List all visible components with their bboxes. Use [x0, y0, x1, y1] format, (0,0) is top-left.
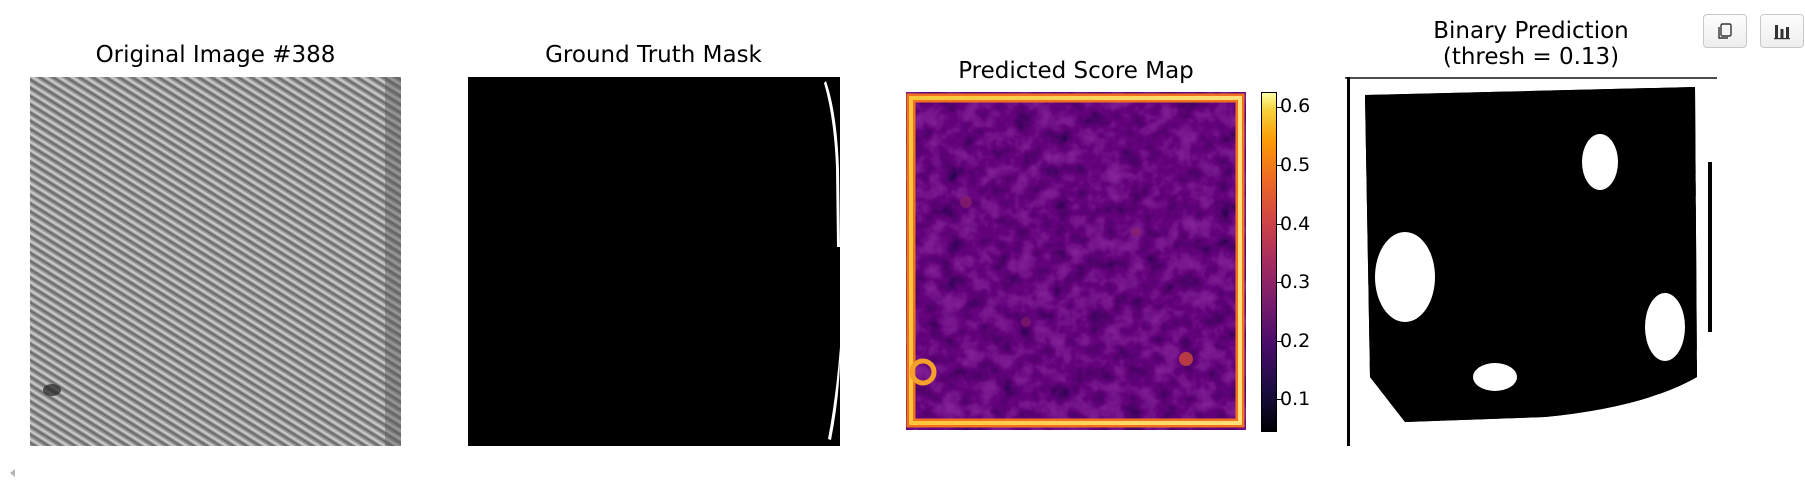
predicted-score-map	[906, 92, 1246, 430]
colorbar-tickmark	[1277, 341, 1282, 342]
colorbar-tickmark	[1277, 224, 1282, 225]
chart-button[interactable]	[1760, 14, 1804, 48]
scroll-left-indicator[interactable]	[10, 469, 15, 477]
colorbar-tick-label: 0.5	[1280, 154, 1311, 176]
original-image	[30, 77, 401, 446]
colorbar	[1261, 92, 1277, 432]
original-image-title: Original Image #388	[95, 42, 336, 68]
colorbar-tick-label: 0.1	[1280, 388, 1311, 410]
colorbar-tickmark	[1277, 165, 1282, 166]
colorbar-tick-label: 0.2	[1280, 330, 1311, 352]
bar-chart-icon	[1774, 25, 1790, 40]
colorbar-tickmark	[1277, 282, 1282, 283]
ground-truth-title: Ground Truth Mask	[545, 42, 762, 68]
colorbar-tickmark	[1277, 399, 1282, 400]
copy-button[interactable]	[1703, 14, 1747, 48]
binary-prediction-title-line1: Binary Prediction	[1433, 18, 1629, 44]
colorbar-tick-label: 0.4	[1280, 213, 1311, 235]
binary-prediction-title: Binary Prediction (thresh = 0.13)	[1345, 18, 1717, 70]
colorbar-tick-label: 0.6	[1280, 95, 1311, 117]
binary-prediction-title-line2: (thresh = 0.13)	[1442, 44, 1620, 70]
binary-prediction	[1345, 77, 1717, 446]
colorbar-tick-label: 0.3	[1280, 271, 1311, 293]
score-map-title: Predicted Score Map	[958, 58, 1194, 84]
copy-icon	[1718, 23, 1732, 39]
colorbar-tickmark	[1277, 107, 1282, 108]
ground-truth-mask	[468, 77, 840, 446]
